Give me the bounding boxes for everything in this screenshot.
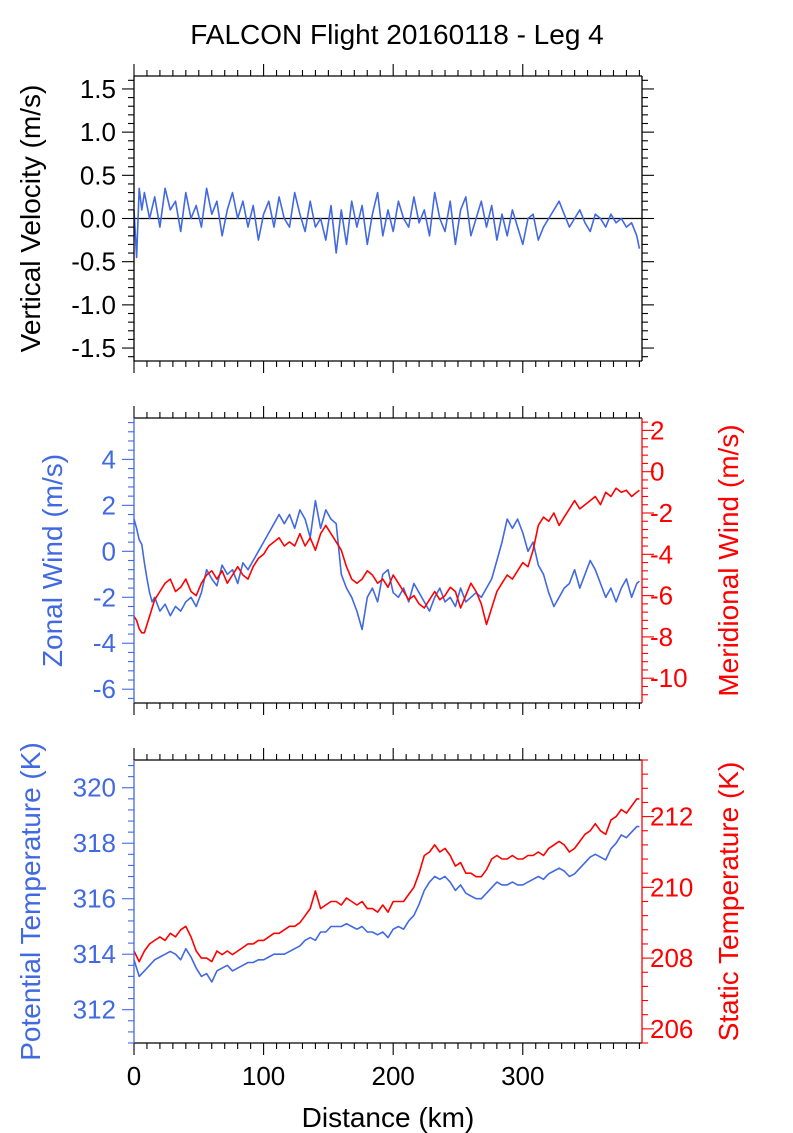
- y-tick-label-right: -4: [650, 539, 673, 569]
- y-tick-label-right: -8: [650, 622, 673, 652]
- y-tick-label-left: 4: [102, 444, 116, 474]
- y-axis-label-right: Static Temperature (K): [713, 762, 744, 1042]
- y-tick-label-right: 0: [650, 457, 664, 487]
- series-line-red: [133, 798, 640, 963]
- series-line-blue: [133, 499, 640, 631]
- y-tick-label-left: 318: [73, 828, 116, 858]
- y-tick-label-right: 210: [650, 872, 693, 902]
- y-tick-label-right: 206: [650, 1014, 693, 1044]
- y-tick-label-left: 0.5: [80, 160, 116, 190]
- x-tick-label: 100: [242, 1061, 285, 1091]
- y-tick-label-left: -1.5: [71, 333, 116, 363]
- wind-panel: 4 2 0 -2 -4 -6 2 0 -2 -4 -6 -8 -10 Zonal Wind (m/s) Me…: [37, 406, 744, 715]
- y-axis-label-left: Zonal Wind (m/s): [37, 454, 68, 667]
- y-axis-label-left: Vertical Velocity (m/s): [15, 85, 46, 353]
- y-tick-label-right: -10: [650, 663, 688, 693]
- y-tick-label-left: 312: [73, 995, 116, 1025]
- y-axis-label-right: Meridional Wind (m/s): [713, 424, 744, 696]
- y-tick-label-left: -2: [93, 582, 116, 612]
- x-tick-label: 0: [127, 1061, 141, 1091]
- series-line-blue: [133, 825, 640, 983]
- y-tick-label-right: -6: [650, 581, 673, 611]
- x-tick-label: 300: [501, 1061, 544, 1091]
- y-tick-label-left: 0.0: [80, 204, 116, 234]
- y-tick-label-left: -1.0: [71, 290, 116, 320]
- y-tick-label-left: 314: [73, 939, 116, 969]
- y-tick-label-left: -0.5: [71, 247, 116, 277]
- temperature-panel: 0 100 200 300 320 318 316 314 312 212 210 208 206 Pot…: [15, 742, 744, 1091]
- y-tick-label-right: 208: [650, 943, 693, 973]
- y-tick-label-left: 316: [73, 884, 116, 914]
- y-tick-label-left: 2: [102, 490, 116, 520]
- y-tick-label-left: 1.5: [80, 74, 116, 104]
- x-tick-label: 200: [371, 1061, 414, 1091]
- x-axis-label: Distance (km): [302, 1102, 475, 1133]
- chart-title: FALCON Flight 20160118 - Leg 4: [190, 19, 604, 50]
- y-tick-label-right: 212: [650, 802, 693, 832]
- y-tick-label-left: -6: [93, 674, 116, 704]
- y-tick-label-left: -4: [93, 628, 116, 658]
- y-tick-label-right: 2: [650, 415, 664, 445]
- series-line-red: [133, 487, 640, 634]
- y-tick-label-left: 1.0: [80, 117, 116, 147]
- y-axis-label-left: Potential Temperature (K): [15, 742, 46, 1061]
- y-tick-label-right: -2: [650, 498, 673, 528]
- series-line-blue: [133, 187, 641, 259]
- y-tick-label-left: 0: [102, 536, 116, 566]
- vertical-velocity-panel: 1.5 1.0 0.5 0.0 -0.5 -1.0 -1.5 Vertical Velocit…: [15, 64, 654, 373]
- y-tick-label-left: 320: [73, 773, 116, 803]
